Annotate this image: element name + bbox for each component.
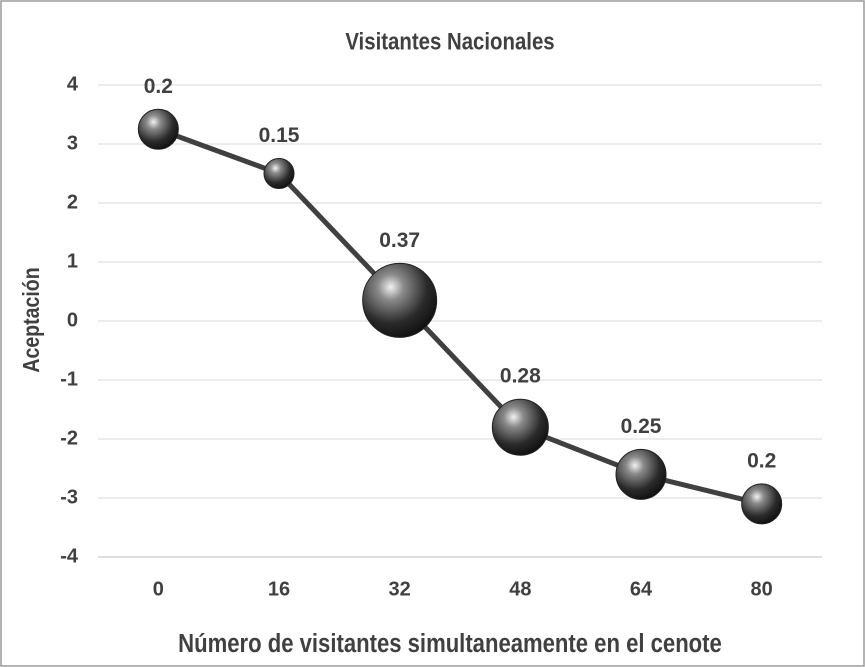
- y-tick-label: 0: [67, 309, 78, 331]
- x-tick-label: 0: [153, 578, 164, 600]
- bubble: [615, 448, 667, 500]
- x-tick-label: 16: [268, 578, 290, 600]
- data-label: 0.2: [747, 449, 776, 472]
- bubble: [362, 262, 438, 338]
- bubble: [741, 483, 783, 525]
- x-tick-label: 32: [389, 578, 411, 600]
- y-tick-label: 2: [67, 191, 78, 213]
- y-tick-label: 1: [67, 250, 78, 272]
- bubble: [491, 398, 549, 456]
- x-tick-label: 48: [509, 578, 531, 600]
- x-axis-label: Número de visitantes simultaneamente en …: [178, 629, 722, 658]
- y-axis-label: Aceptación: [19, 267, 45, 372]
- y-tick-label: -2: [60, 427, 78, 449]
- y-tick-label: -1: [60, 368, 78, 390]
- x-tick-label: 64: [630, 578, 653, 600]
- data-label: 0.37: [379, 229, 420, 252]
- data-label: 0.15: [259, 124, 300, 147]
- x-tick-label: 80: [751, 578, 773, 600]
- y-tick-label: -3: [60, 486, 78, 508]
- y-tick-label: 4: [67, 73, 79, 95]
- chart-title: Visitantes Nacionales: [345, 28, 554, 55]
- bubble: [137, 108, 179, 150]
- bubble: [263, 158, 295, 189]
- y-tick-label: -4: [60, 545, 79, 567]
- data-label: 0.25: [621, 415, 662, 438]
- y-tick-label: 3: [67, 132, 78, 154]
- data-label: 0.2: [144, 75, 173, 98]
- data-label: 0.28: [500, 365, 541, 388]
